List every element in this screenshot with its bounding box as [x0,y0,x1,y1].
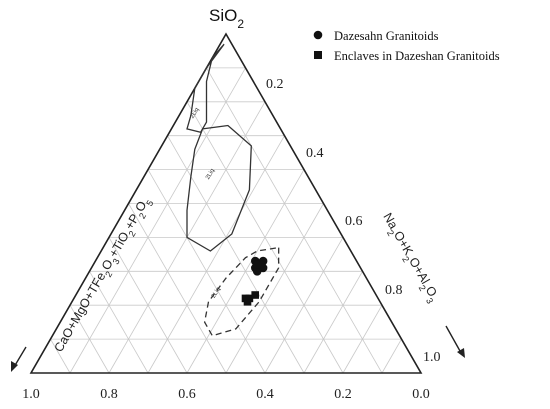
bottom-tick-label: 0.8 [100,387,118,402]
bottom-tick-label: 0.0 [412,387,430,402]
field-label: 2Liq [189,107,200,120]
data-point-square [251,291,259,299]
right-tick-label: 1.0 [423,350,441,365]
grid-line [303,271,363,374]
two-liquid-fields: 2Liq 2Liq 2Liq [186,43,280,337]
legend-label-granitoids: Dazesahn Granitoids [334,29,439,43]
grid-line [50,338,71,374]
grid-line [206,67,383,374]
grid-line [264,237,344,374]
legend-square-marker [314,51,322,59]
field-boundary-dashed [203,246,280,337]
triangle-frame [29,32,423,374]
apex-label-sio2: SiO2 [209,6,244,31]
left-axis-arrow [11,346,27,372]
field-label: 2Liq [205,168,216,181]
data-point-square [243,298,252,306]
grid-line [89,271,149,374]
triangle-outline [29,32,423,374]
grid-line [147,135,285,374]
field-label: 2Liq [211,287,222,300]
bottom-tick-label: 0.6 [178,387,196,402]
right-tick-label: 0.2 [266,77,284,92]
legend-circle-marker [313,30,323,40]
grid-line [69,305,110,374]
right-tick-label: 0.4 [306,146,324,161]
data-point-circle [252,267,262,276]
data-markers [241,256,268,306]
right-axis-arrow [445,325,465,358]
grid-line [108,237,188,374]
grid-line [342,305,383,374]
right-tick-label: 0.8 [385,283,403,298]
grid-line [225,203,324,374]
bottom-tick-label: 0.4 [256,387,274,402]
right-tick-label: 0.6 [345,214,363,229]
bottom-tick-label: 0.2 [334,387,352,402]
field-boundary-upper [186,43,225,134]
data-point-circle [252,260,262,269]
grid-lines [50,67,402,374]
bottom-tick-label: 1.0 [22,387,40,402]
grid-line [128,203,227,374]
left-axis-label: CaO+MgO+TFe2O3+TiO2+P2O5 [51,194,155,356]
legend: Dazesahn Granitoids Enclaves in Dazeshan… [313,29,500,63]
field-boundary-middle [186,124,252,252]
legend-label-enclaves: Enclaves in Dazeshan Granitoids [334,49,500,63]
grid-line [167,135,305,374]
grid-line [69,67,246,374]
tick-labels: 1.0 0.8 0.6 0.4 0.2 0.0 0.2 0.4 0.6 0.8 1.0 [22,77,440,402]
left-axis-label-group: CaO+MgO+TFe2O3+TiO2+P2O5 [51,194,155,356]
grid-line [381,338,402,374]
